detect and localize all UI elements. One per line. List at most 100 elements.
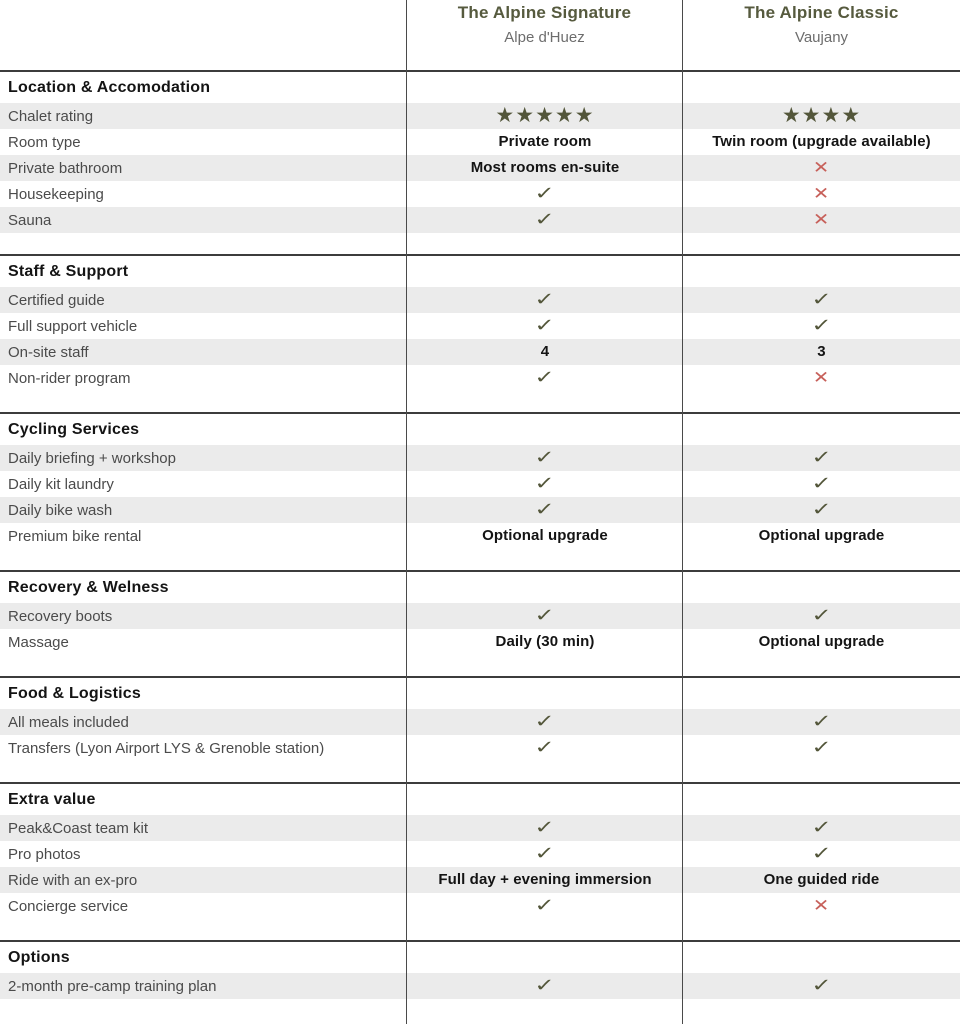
value-cell: ✓ <box>683 603 960 630</box>
section: Extra value Peak&Coast team kit ✓ ✓ Pro phot… <box>0 782 960 940</box>
check-icon: ✓ <box>811 288 832 310</box>
cell-text: Optional upgrade <box>758 527 885 544</box>
value-cell: ✓ <box>407 445 683 472</box>
value-cell: Optional upgrade <box>683 629 960 655</box>
row-label: Premium bike rental <box>8 527 142 545</box>
check-icon: ✓ <box>534 736 556 758</box>
cell-text: Optional upgrade <box>482 527 608 544</box>
row-label: Full support vehicle <box>8 317 138 335</box>
row-label: 2-month pre-camp training plan <box>8 977 217 995</box>
row-label: Certified guide <box>8 291 105 309</box>
value-cell: ✓ <box>683 287 960 314</box>
row-label: Daily kit laundry <box>8 475 114 493</box>
table-row: Full support vehicle ✓ ✓ <box>0 313 960 339</box>
cross-icon: ✕ <box>813 209 830 230</box>
table-row: Concierge service ✓ ✕ <box>0 893 960 919</box>
section: Food & Logistics All meals included ✓ ✓ Tran… <box>0 676 960 782</box>
check-icon: ✓ <box>534 208 556 230</box>
value-cell: ✓ <box>683 497 960 524</box>
row-label: Sauna <box>8 211 52 229</box>
cell-text: Daily (30 min) <box>495 633 595 650</box>
section-title: Options <box>8 949 70 966</box>
section: Cycling Services Daily briefing + worksho… <box>0 412 960 570</box>
check-icon: ✓ <box>534 894 556 916</box>
value-cell: ✓ <box>407 603 683 630</box>
check-icon: ✓ <box>811 498 832 520</box>
check-icon: ✓ <box>534 288 556 310</box>
table-row: Peak&Coast team kit ✓ ✓ <box>0 815 960 841</box>
cell-text: 3 <box>817 343 826 360</box>
table-row: All meals included ✓ ✓ <box>0 709 960 735</box>
row-label: Non-rider program <box>8 369 131 387</box>
column-header-classic: The Alpine Classic Vaujany <box>683 3 960 46</box>
table-row: Sauna ✓ ✕ <box>0 207 960 233</box>
value-cell: Optional upgrade <box>683 523 960 549</box>
value-cell: ✓ <box>407 815 683 842</box>
check-icon: ✓ <box>534 604 556 626</box>
table-row: Chalet rating ★★★★★ ★★★★ <box>0 103 960 129</box>
value-cell: ✓ <box>683 973 960 1000</box>
value-cell: ✓ <box>683 735 960 762</box>
table-row: Housekeeping ✓ ✕ <box>0 181 960 207</box>
check-icon: ✓ <box>811 446 832 468</box>
section: Options 2-month pre-camp training plan ✓ ✓ <box>0 940 960 999</box>
table-row: Transfers (Lyon Airport LYS & Grenoble s… <box>0 735 960 761</box>
value-cell: ✓ <box>407 497 683 524</box>
section: Location & Accomodation Chalet rating ★★★★… <box>0 70 960 254</box>
cross-icon: ✕ <box>813 183 830 204</box>
check-icon: ✓ <box>534 842 556 864</box>
cross-icon: ✕ <box>813 367 830 388</box>
value-cell: Optional upgrade <box>407 523 683 549</box>
table-row: Private bathroom Most rooms en-suite ✕ <box>0 155 960 181</box>
row-label: Daily briefing + workshop <box>8 449 176 467</box>
value-cell: ✓ <box>407 973 683 1000</box>
cell-text: Most rooms en-suite <box>470 159 620 176</box>
check-icon: ✓ <box>811 710 832 732</box>
check-icon: ✓ <box>534 710 556 732</box>
value-cell: ✓ <box>407 181 683 208</box>
value-cell: ✓ <box>407 313 683 340</box>
value-cell: ✓ <box>407 841 683 868</box>
row-label: Room type <box>8 133 81 151</box>
check-icon: ✓ <box>811 842 832 864</box>
section: Staff & Support Certified guide ✓ ✓ Full sup… <box>0 254 960 412</box>
value-cell: ✕ <box>683 155 960 182</box>
section-title: Recovery & Welness <box>8 579 169 596</box>
column-subtitle: Alpe d'Huez <box>504 29 585 46</box>
value-cell: ✓ <box>407 709 683 736</box>
cell-text: One guided ride <box>763 871 880 888</box>
star-rating: ★★★★★ <box>495 102 595 127</box>
table-row: Massage Daily (30 min) Optional upgrade <box>0 629 960 655</box>
value-cell: ✕ <box>683 893 960 920</box>
value-cell: ✓ <box>683 445 960 472</box>
value-cell: 4 <box>407 339 683 365</box>
section: Recovery & Welness Recovery boots ✓ ✓ Massag… <box>0 570 960 676</box>
check-icon: ✓ <box>534 182 556 204</box>
star-rating: ★★★★ <box>781 102 862 127</box>
value-cell: ✓ <box>683 815 960 842</box>
check-icon: ✓ <box>811 736 832 758</box>
column-title: The Alpine Signature <box>457 3 632 22</box>
value-cell: ✓ <box>407 893 683 920</box>
row-label: Daily bike wash <box>8 501 113 519</box>
section-title: Location & Accomodation <box>8 79 211 96</box>
row-label: Chalet rating <box>8 107 94 125</box>
value-cell: ✓ <box>407 287 683 314</box>
value-cell: Most rooms en-suite <box>407 155 683 181</box>
table-sections: Location & Accomodation Chalet rating ★★★★… <box>0 70 960 999</box>
section-title: Extra value <box>8 791 96 808</box>
row-label: Peak&Coast team kit <box>8 819 149 837</box>
table-row: Premium bike rental Optional upgrade Optio… <box>0 523 960 549</box>
value-cell: Daily (30 min) <box>407 629 683 655</box>
cross-icon: ✕ <box>813 895 830 916</box>
section-title: Staff & Support <box>8 263 129 280</box>
table-row: Daily briefing + workshop ✓ ✓ <box>0 445 960 471</box>
row-label: On-site staff <box>8 343 89 361</box>
value-cell: Full day + evening immersion <box>407 867 683 893</box>
check-icon: ✓ <box>534 314 556 336</box>
cell-text: Optional upgrade <box>758 633 885 650</box>
check-icon: ✓ <box>811 604 832 626</box>
section-title: Cycling Services <box>8 421 140 438</box>
table-row: 2-month pre-camp training plan ✓ ✓ <box>0 973 960 999</box>
